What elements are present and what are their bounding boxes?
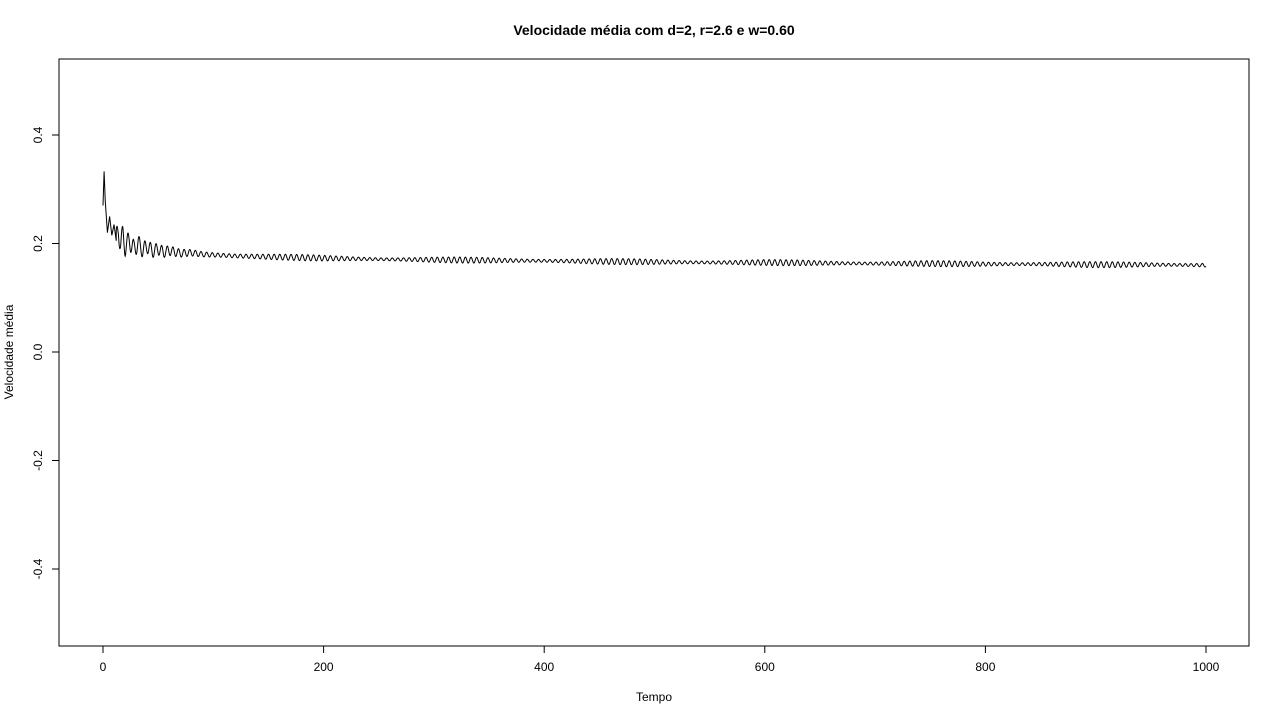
y-tick-label: 0.4 (31, 126, 45, 143)
x-tick-label: 400 (534, 660, 554, 674)
x-tick-label: 0 (100, 660, 107, 674)
x-tick-label: 800 (975, 660, 995, 674)
y-tick-label: -0.2 (31, 450, 45, 471)
x-tick-label: 1000 (1193, 660, 1220, 674)
y-tick-label: 0.2 (31, 235, 45, 252)
y-tick-label: 0.0 (31, 343, 45, 360)
plot-frame (58, 58, 1250, 647)
chart-title: Velocidade média com d=2, r=2.6 e w=0.60 (513, 22, 795, 38)
y-axis: -0.4 -0.2 0.0 0.2 0.4 (31, 126, 60, 579)
y-tick-label: -0.4 (31, 558, 45, 579)
series-line (102, 171, 1207, 269)
x-tick-label: 600 (755, 660, 775, 674)
x-tick-label: 200 (314, 660, 334, 674)
x-axis-label: Tempo (636, 690, 672, 704)
x-axis: 0 200 400 600 800 1000 (100, 645, 1220, 674)
y-axis-label: Velocidade média (2, 304, 16, 399)
